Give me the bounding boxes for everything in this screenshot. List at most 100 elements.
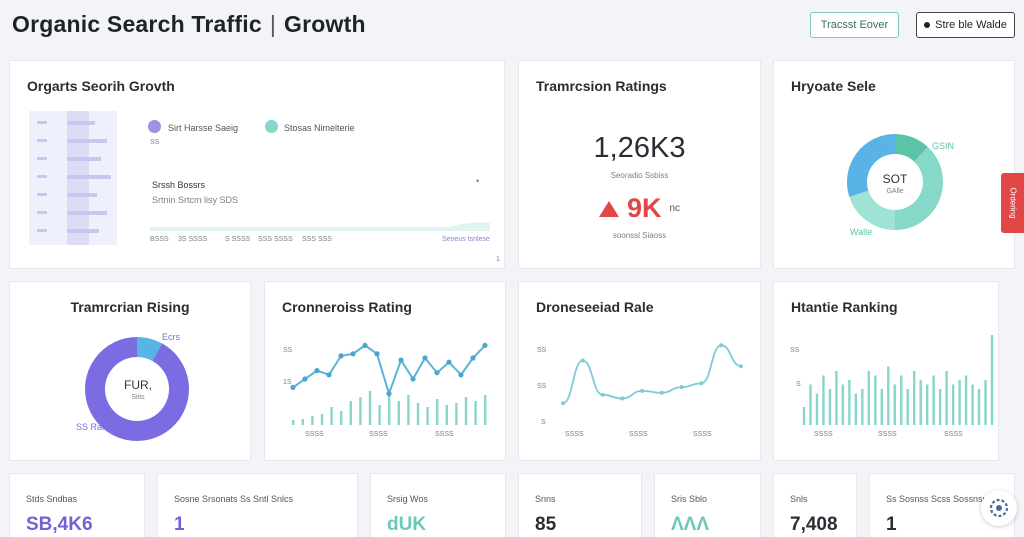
- x-tick: SSSS: [693, 431, 712, 438]
- x-tick: SSS SSSS: [258, 236, 293, 243]
- kpi-value: dUK: [387, 514, 427, 535]
- delta-row: 9K nc: [519, 193, 760, 224]
- bar: [919, 380, 922, 425]
- bar: [445, 405, 448, 425]
- line-point: [338, 353, 344, 359]
- track-button[interactable]: Tracsst Eover: [810, 12, 899, 38]
- donut-card-bottom: Tramrcrian Rising FUR, Sitis Ecrs SS Ral…: [9, 281, 251, 461]
- donut-slice: [894, 134, 928, 162]
- legend-purple-icon: [148, 120, 161, 133]
- bar: [301, 419, 304, 425]
- dot-icon: [924, 22, 931, 28]
- y-tick: SS: [283, 347, 293, 354]
- donut-chart: [847, 134, 943, 230]
- kpi-value: SB,4K6: [26, 514, 93, 535]
- y-tick: SS: [537, 383, 547, 390]
- bar: [474, 401, 477, 425]
- donut-label-bottom: Walle: [850, 227, 873, 237]
- kpi-label: Sosne Srsonats Ss Sntl Snlcs: [174, 494, 294, 504]
- donut-chart: [85, 337, 189, 441]
- bar: [874, 375, 877, 425]
- kpi-card: Stds Sndbas SB,4K6: [9, 473, 145, 537]
- placeholder-table-graphic: [29, 111, 117, 245]
- line-point: [458, 372, 464, 378]
- bar: [822, 375, 825, 425]
- bar: [841, 384, 845, 425]
- kpi-value: ΛΛΛ: [671, 514, 710, 535]
- kpi-card: Sosne Srsonats Ss Sntl Snlcs 1: [157, 473, 358, 537]
- help-chat-button[interactable]: [981, 490, 1017, 526]
- kpi-big-value: 1,26K3: [593, 132, 686, 164]
- bar: [292, 420, 295, 425]
- donut-label-bottom: SS Rale: [76, 422, 110, 432]
- line-point: [679, 385, 684, 390]
- series-line: [292, 344, 486, 397]
- header: Organic Search Traffic | Growth Tracsst Eo…: [0, 0, 1024, 50]
- bar: [990, 335, 994, 425]
- line-point: [699, 381, 704, 386]
- area-baseline: [150, 222, 490, 231]
- bar: [848, 380, 851, 425]
- x-tick: SSS SSS: [302, 236, 332, 243]
- donut-label-top: GSIN: [932, 141, 955, 151]
- mid-label: Srssh Bossrs: [152, 180, 206, 190]
- bar: [397, 401, 400, 425]
- kpi-card: Snns 85: [518, 473, 642, 537]
- bar: [945, 371, 948, 425]
- bar-chart-card: Htantie Ranking SS S SSSS SSSS SSSS: [773, 281, 999, 461]
- bar: [311, 416, 314, 425]
- transaction-ratings-card: Tramrcsion Ratings 1,26K3 Seoradio Ssbis…: [518, 60, 761, 269]
- kpi-value: 85: [535, 514, 557, 535]
- bar: [815, 393, 819, 425]
- bar: [416, 403, 420, 425]
- title-main: Organic Search Traffic: [12, 11, 262, 37]
- donut-slice: [136, 337, 163, 362]
- feedback-side-tab[interactable]: Ordering: [1001, 173, 1024, 233]
- bar: [484, 395, 487, 425]
- kpi-label: Stds Sndbas: [26, 494, 78, 504]
- kpi-label: Sris Sblo: [671, 494, 708, 504]
- line-point: [482, 342, 488, 348]
- settings-button[interactable]: Stre ble Walde: [916, 12, 1015, 38]
- x-tick: SSSS: [565, 431, 584, 438]
- line-point: [580, 358, 585, 363]
- kpi-label: Snns: [535, 494, 556, 504]
- card-title: Htantie Ranking: [791, 299, 898, 315]
- donut-center-value: SOT: [882, 172, 908, 186]
- bar: [407, 395, 410, 425]
- card-title: Cronneroiss Rating: [282, 299, 412, 315]
- line-chart: [561, 343, 743, 406]
- kpi-card: Srsig Wos dUK: [370, 473, 506, 537]
- help-icon: [989, 498, 1009, 518]
- bar: [802, 407, 806, 425]
- kpi-bottom-label: soonssl Siaoss: [612, 231, 667, 240]
- line-point: [446, 359, 452, 365]
- x-tick: BSSS: [150, 236, 169, 243]
- line-point: [434, 370, 440, 376]
- settings-button-label: Stre ble Walde: [935, 19, 1007, 31]
- line-point: [302, 376, 308, 382]
- delta-value: 9K: [626, 193, 662, 223]
- card-title: Hryoate Sele: [791, 78, 876, 94]
- bar: [320, 414, 324, 425]
- bar: [455, 403, 458, 425]
- y-tick: S: [541, 419, 546, 426]
- line-point: [640, 388, 645, 393]
- bar: [368, 391, 372, 425]
- line-point: [374, 351, 380, 357]
- bar: [932, 375, 935, 425]
- x-tick: SSSS: [369, 431, 388, 438]
- bar: [906, 389, 909, 425]
- line-point: [600, 392, 605, 397]
- line-point: [350, 351, 356, 357]
- triangle-up-icon: [598, 200, 619, 217]
- bar: [330, 407, 333, 425]
- x-tick: SSSS: [878, 431, 897, 438]
- bar: [971, 384, 974, 425]
- line-point: [719, 343, 724, 348]
- bar: [861, 389, 864, 425]
- x-tick: 3S SSSS: [178, 236, 208, 243]
- bar: [464, 397, 468, 425]
- donut-label-top: Ecrs: [162, 332, 180, 342]
- delta-unit: nc: [669, 203, 681, 214]
